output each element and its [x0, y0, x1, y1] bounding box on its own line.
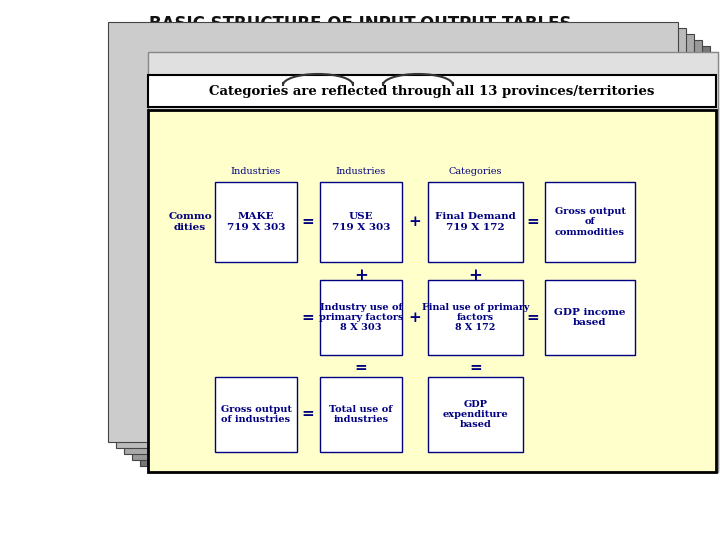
Text: =: = — [302, 215, 315, 229]
Text: =: = — [526, 310, 539, 325]
FancyBboxPatch shape — [124, 34, 694, 454]
Text: =: = — [302, 310, 315, 325]
FancyBboxPatch shape — [148, 52, 718, 472]
Text: Gross output
of
commodities: Gross output of commodities — [554, 207, 626, 237]
FancyBboxPatch shape — [215, 182, 297, 262]
Text: +: + — [409, 310, 421, 325]
FancyBboxPatch shape — [428, 182, 523, 262]
Text: =: = — [355, 361, 367, 375]
FancyBboxPatch shape — [320, 280, 402, 355]
Text: Industries: Industries — [336, 167, 386, 177]
Text: GDP income
based: GDP income based — [554, 308, 626, 327]
Text: Final use of primary
factors
8 X 172: Final use of primary factors 8 X 172 — [422, 302, 529, 333]
FancyBboxPatch shape — [108, 22, 678, 442]
Text: Industry use of
primary factors
8 X 303: Industry use of primary factors 8 X 303 — [319, 302, 403, 333]
FancyBboxPatch shape — [545, 182, 635, 262]
Text: =: = — [526, 215, 539, 229]
Text: Total use of
industries: Total use of industries — [329, 405, 392, 424]
Text: +: + — [469, 267, 482, 284]
FancyBboxPatch shape — [215, 377, 297, 452]
Text: Final Demand
719 X 172: Final Demand 719 X 172 — [435, 212, 516, 232]
Text: +: + — [409, 215, 421, 229]
FancyBboxPatch shape — [148, 52, 718, 472]
FancyBboxPatch shape — [545, 280, 635, 355]
FancyBboxPatch shape — [428, 280, 523, 355]
FancyBboxPatch shape — [132, 40, 702, 460]
Text: GDP
expenditure
based: GDP expenditure based — [443, 400, 508, 429]
FancyBboxPatch shape — [428, 377, 523, 452]
FancyBboxPatch shape — [148, 75, 716, 107]
Text: Categories: Categories — [449, 167, 503, 177]
FancyBboxPatch shape — [116, 28, 686, 448]
FancyBboxPatch shape — [320, 182, 402, 262]
Text: BASIC STRUCTURE OF INPUT-OUTPUT TABLES: BASIC STRUCTURE OF INPUT-OUTPUT TABLES — [149, 15, 571, 33]
Text: Industries: Industries — [231, 167, 281, 177]
FancyBboxPatch shape — [140, 46, 710, 466]
Text: USE
719 X 303: USE 719 X 303 — [332, 212, 390, 232]
Text: +: + — [354, 267, 368, 284]
Text: =: = — [302, 408, 315, 422]
Text: =: = — [469, 361, 482, 375]
Text: Categories are reflected through all 13 provinces/territories: Categories are reflected through all 13 … — [210, 84, 654, 98]
Text: Gross output
of industries: Gross output of industries — [220, 405, 292, 424]
Text: MAKE
719 X 303: MAKE 719 X 303 — [227, 212, 285, 232]
FancyBboxPatch shape — [148, 110, 716, 472]
FancyBboxPatch shape — [320, 377, 402, 452]
Text: Commo
dities: Commo dities — [168, 212, 212, 232]
